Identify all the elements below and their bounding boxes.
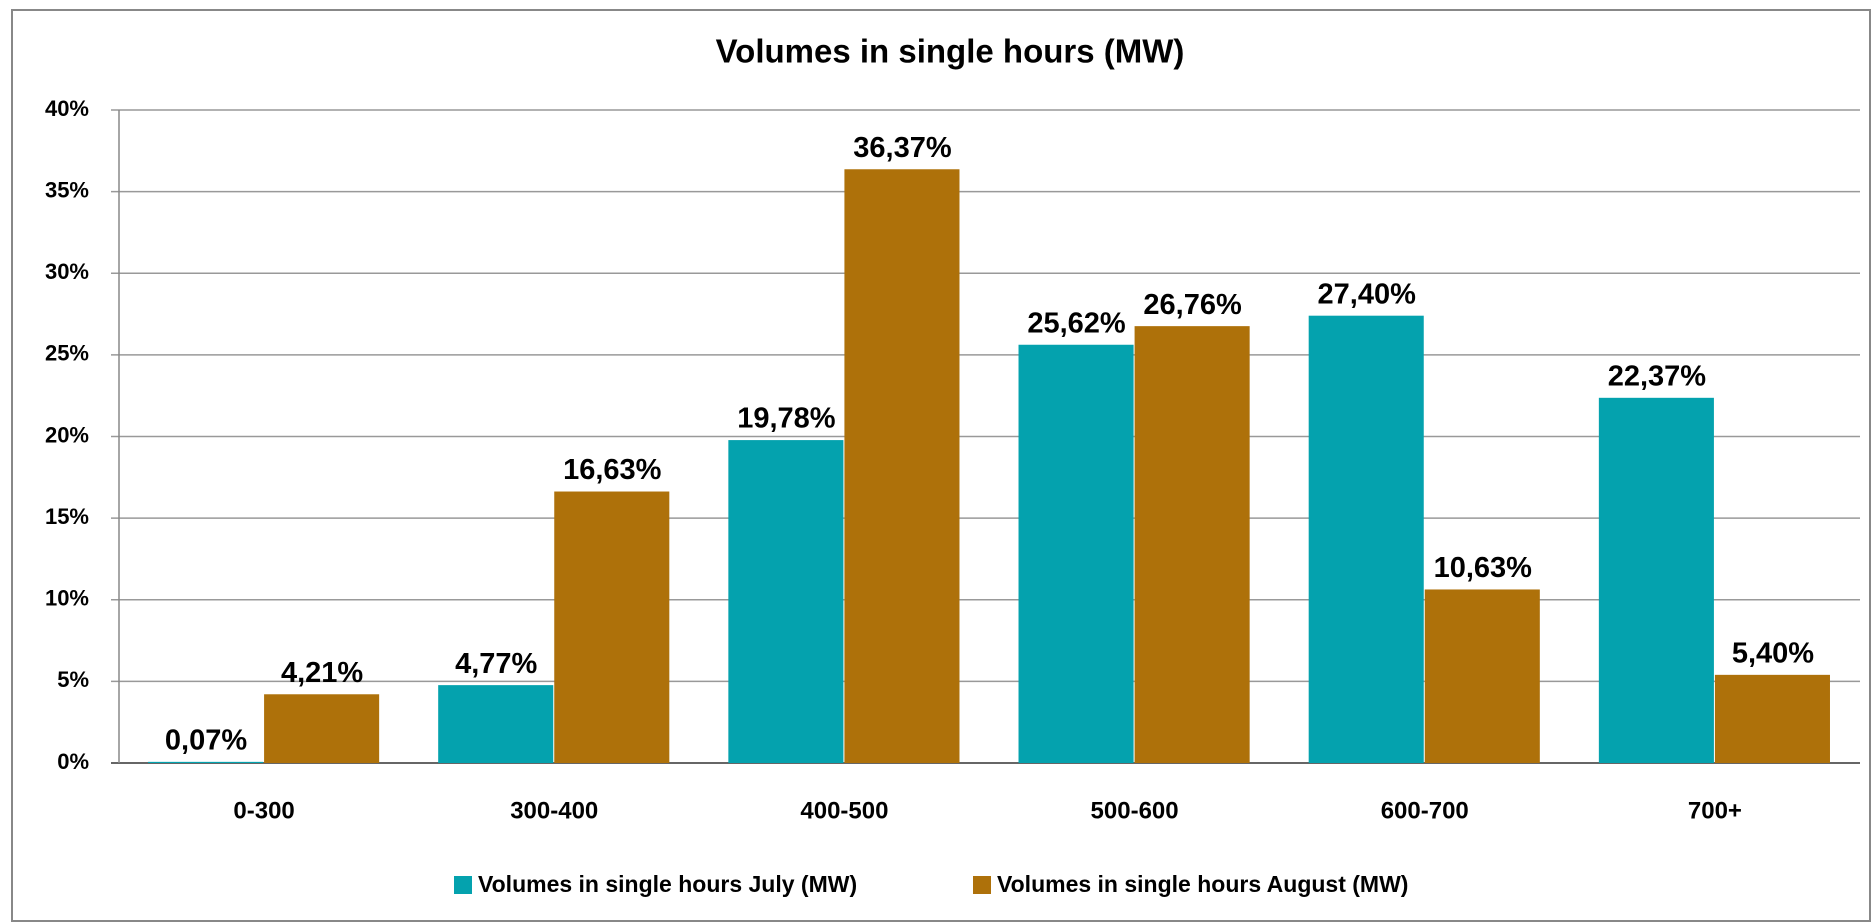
chart-title: Volumes in single hours (MW) (716, 33, 1185, 70)
x-tick-label: 400-500 (800, 797, 888, 824)
bar (1134, 326, 1250, 763)
bar (1598, 397, 1714, 763)
y-tick-label: 35% (45, 177, 89, 202)
y-tick-label: 5% (57, 667, 89, 692)
legend-label: Volumes in single hours July (MW) (478, 871, 857, 897)
data-label: 4,77% (455, 648, 537, 680)
legend-label: Volumes in single hours August (MW) (997, 871, 1408, 897)
bar (264, 694, 380, 763)
x-tick-label: 700+ (1688, 797, 1742, 824)
x-tick-label: 600-700 (1381, 797, 1469, 824)
data-label: 19,78% (737, 403, 836, 435)
y-tick-label: 0% (57, 749, 89, 774)
data-label: 0,07% (165, 725, 247, 757)
data-label: 10,63% (1434, 552, 1533, 584)
legend-swatch (454, 876, 472, 894)
bar (1424, 589, 1540, 763)
data-label: 36,37% (853, 132, 952, 164)
legend-swatch (973, 876, 991, 894)
data-label: 27,40% (1318, 278, 1417, 310)
y-tick-label: 25% (45, 341, 89, 366)
bar (728, 440, 844, 763)
data-label: 16,63% (563, 454, 662, 486)
bar (1714, 674, 1830, 763)
bar (554, 491, 670, 763)
x-tick-label: 300-400 (510, 797, 598, 824)
bar (1018, 344, 1134, 763)
bar (1308, 315, 1424, 763)
data-label: 22,37% (1608, 360, 1707, 392)
y-tick-label: 10% (45, 586, 89, 611)
data-label: 5,40% (1732, 638, 1814, 670)
x-tick-label: 500-600 (1091, 797, 1179, 824)
data-label: 25,62% (1027, 307, 1126, 339)
data-label: 4,21% (281, 657, 363, 689)
y-tick-label: 30% (45, 259, 89, 284)
x-tick-label: 0-300 (233, 797, 294, 824)
bar (148, 761, 264, 763)
y-tick-label: 15% (45, 504, 89, 529)
bar (438, 685, 554, 763)
y-tick-label: 20% (45, 422, 89, 447)
data-label: 26,76% (1143, 289, 1242, 321)
y-tick-label: 40% (45, 96, 89, 121)
bar (844, 169, 960, 763)
